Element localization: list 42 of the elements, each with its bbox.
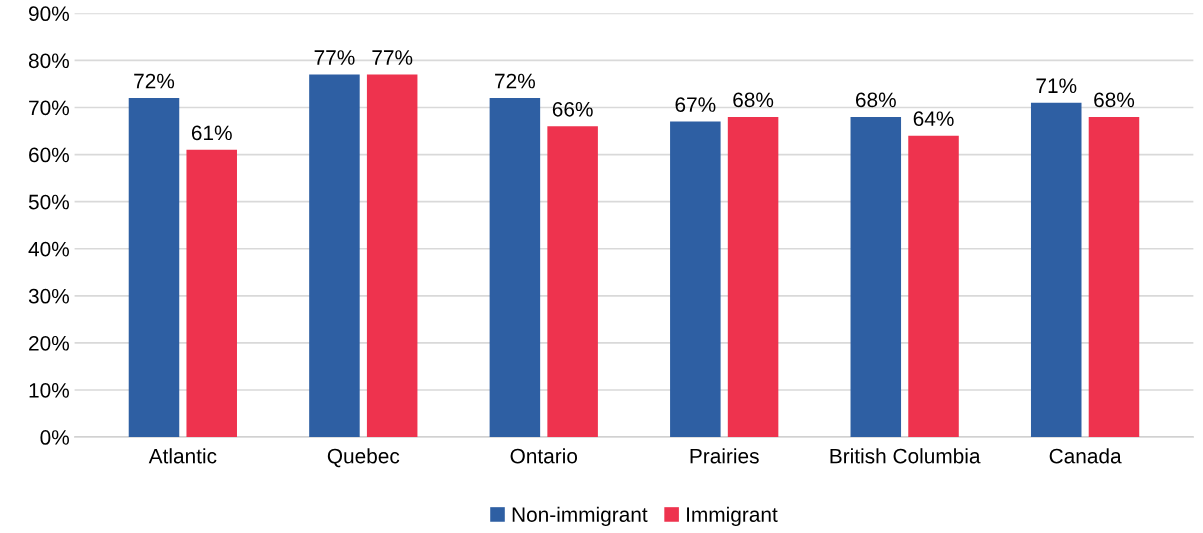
x-tick-label: British Columbia xyxy=(830,448,981,464)
legend-label: Immigrant xyxy=(687,506,778,527)
data-label: 72% xyxy=(134,73,175,89)
y-tick-label: 20% xyxy=(29,335,69,351)
bar xyxy=(908,135,959,438)
data-label: 71% xyxy=(1036,78,1077,94)
x-tick-label: Prairies xyxy=(690,448,759,464)
y-tick-label: 70% xyxy=(29,100,69,116)
x-tick-label: Quebec xyxy=(327,448,400,468)
y-tick-label: 30% xyxy=(28,288,69,304)
legend-label: Non-immigrant xyxy=(512,506,648,527)
bar xyxy=(309,74,360,438)
data-label: 66% xyxy=(552,101,593,117)
data-label: 77% xyxy=(314,50,355,65)
data-label: 64% xyxy=(913,111,954,127)
data-label: 61% xyxy=(191,125,232,141)
data-label: 72% xyxy=(495,73,535,89)
bar xyxy=(366,74,418,438)
data-label: 68% xyxy=(855,92,896,108)
bar xyxy=(727,116,779,438)
bar xyxy=(670,121,721,438)
bar xyxy=(1030,102,1082,438)
y-tick-label: 0% xyxy=(40,430,69,445)
y-tick-label: 80% xyxy=(28,53,69,69)
bar xyxy=(186,149,237,438)
bar xyxy=(547,126,598,438)
y-tick-label: 10% xyxy=(29,382,69,398)
data-label: 67% xyxy=(675,97,716,112)
x-tick-label: Atlantic xyxy=(148,448,217,464)
data-label: 77% xyxy=(372,50,413,65)
data-label: 68% xyxy=(733,92,774,108)
x-tick-label: Ontario xyxy=(510,448,578,464)
y-tick-label: 40% xyxy=(28,241,69,257)
x-tick-label: Canada xyxy=(1049,448,1122,464)
bar xyxy=(1088,116,1140,438)
y-tick-label: 50% xyxy=(28,194,69,210)
y-tick-label: 90% xyxy=(29,6,69,22)
y-tick-label: 60% xyxy=(29,147,69,163)
bar xyxy=(850,116,902,438)
bar xyxy=(489,98,541,438)
bar xyxy=(128,98,180,438)
data-label: 68% xyxy=(1094,92,1135,108)
